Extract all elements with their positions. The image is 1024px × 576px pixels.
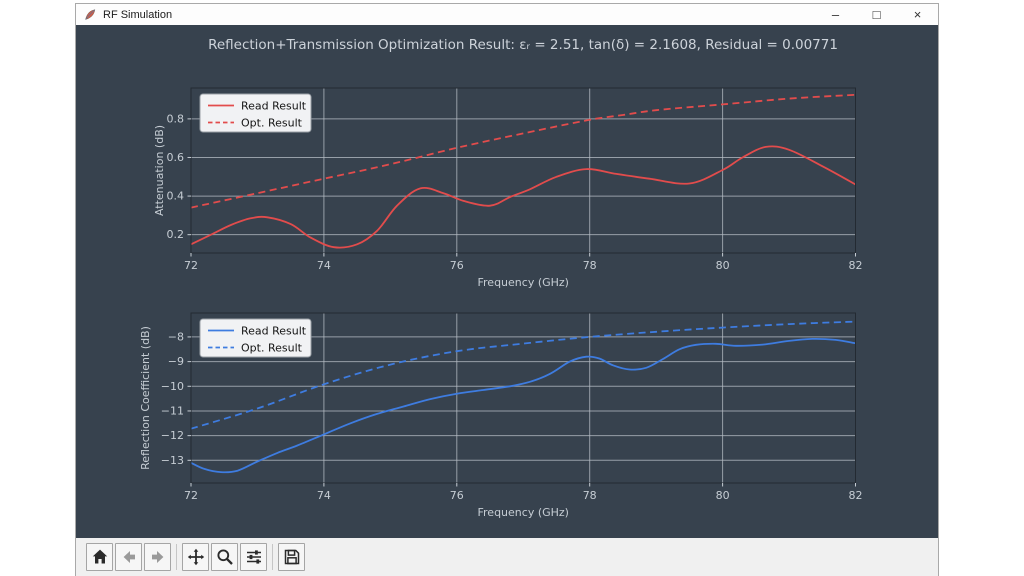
x-tick-label: 76: [450, 259, 464, 272]
y-tick-label: −10: [161, 380, 184, 393]
forward-icon: [151, 551, 163, 563]
legend-box: [199, 93, 312, 133]
x-tick-label: 78: [583, 489, 597, 502]
toolbar-separator: [272, 544, 273, 570]
legend-label: Read Result: [241, 100, 307, 113]
x-tick-label: 72: [184, 489, 198, 502]
configure-subplots-icon: [246, 550, 261, 564]
app-window: RF Simulation – □ × Reflection+Transmiss…: [75, 3, 939, 576]
axes-1: 72 74 76 78 80 82 −8 −9 −10 −11 −12 −13 Frequency (G…: [139, 312, 863, 519]
axes-0: 72 74 76 78 80 82 0.2 0.4 0.6 0.8 Frequency (GHz) A…: [153, 87, 863, 289]
legend-label: Read Result: [241, 325, 307, 338]
x-axis-label: Frequency (GHz): [478, 276, 569, 289]
y-axis-label: Attenuation (dB): [153, 125, 166, 216]
back-icon: [123, 551, 135, 563]
x-tick-label: 80: [716, 259, 730, 272]
series-line-opt-result: [190, 320, 856, 430]
zoom-icon: [216, 549, 233, 565]
window-controls: – □ ×: [815, 4, 938, 25]
x-tick-label: 82: [849, 259, 863, 272]
y-tick-label: −13: [161, 454, 184, 467]
save-button[interactable]: [278, 543, 305, 571]
home-button[interactable]: [86, 543, 113, 571]
x-tick-label: 74: [317, 489, 331, 502]
save-icon: [284, 549, 299, 565]
axes-frame: [190, 87, 856, 254]
close-button[interactable]: ×: [913, 7, 922, 22]
back-button[interactable]: [115, 543, 142, 571]
forward-button[interactable]: [144, 543, 171, 571]
y-tick-label: 0.2: [167, 228, 185, 241]
x-tick-label: 78: [583, 259, 597, 272]
series-line-opt-result: [190, 93, 856, 209]
series-line-read-result: [190, 145, 856, 249]
configure-subplots-button[interactable]: [240, 543, 267, 571]
home-icon: [92, 549, 107, 564]
y-tick-label: −9: [168, 355, 184, 368]
y-tick-label: 0.6: [167, 151, 185, 164]
axes-frame: [190, 312, 856, 484]
y-tick-label: −8: [168, 330, 184, 343]
x-tick-label: 82: [849, 489, 863, 502]
zoom-button[interactable]: [211, 543, 238, 571]
navigation-toolbar: [76, 538, 938, 576]
x-tick-label: 72: [184, 259, 198, 272]
series-line-read-result: [190, 337, 856, 474]
legend-label: Opt. Result: [241, 342, 303, 355]
minimize-button[interactable]: –: [831, 7, 840, 22]
maximize-button[interactable]: □: [872, 7, 881, 22]
legend-box: [199, 318, 312, 358]
y-tick-label: 0.4: [167, 190, 185, 203]
figure-title: Reflection+Transmission Optimization Res…: [208, 37, 838, 53]
x-tick-label: 74: [317, 259, 331, 272]
x-tick-label: 80: [716, 489, 730, 502]
x-tick-label: 76: [450, 489, 464, 502]
legend: Read Result Opt. Result: [199, 318, 312, 358]
pan-button[interactable]: [182, 543, 209, 571]
app-icon: [85, 8, 96, 20]
x-axis-label: Frequency (GHz): [478, 506, 569, 519]
figure-canvas[interactable]: Reflection+Transmission Optimization Res…: [76, 25, 938, 538]
y-axis-label: Reflection Coefficient (dB): [139, 326, 152, 470]
toolbar-separator: [176, 544, 177, 570]
y-tick-label: −11: [161, 404, 184, 417]
y-tick-label: −12: [161, 429, 184, 442]
window-title: RF Simulation: [103, 8, 173, 21]
legend-label: Opt. Result: [241, 117, 303, 130]
legend: Read Result Opt. Result: [199, 93, 312, 133]
y-tick-label: 0.8: [167, 112, 185, 125]
figure-plot-svg: Reflection+Transmission Optimization Res…: [139, 37, 863, 519]
pan-icon: [187, 548, 204, 566]
title-bar[interactable]: RF Simulation – □ ×: [76, 4, 938, 25]
